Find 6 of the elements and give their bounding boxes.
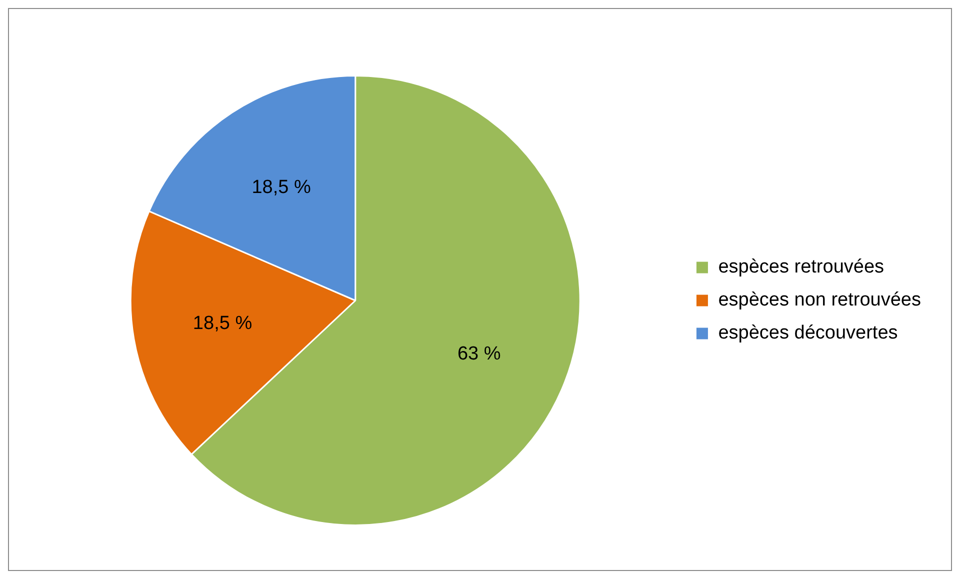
legend-label: espèces non retrouvées [718, 290, 922, 311]
legend-label: espèces découvertes [718, 322, 898, 344]
data-label: 63 % [457, 343, 501, 364]
data-label: 18,5 % [252, 177, 311, 198]
data-label: 18,5 % [192, 312, 252, 334]
legend-label: espèces retrouvées [718, 256, 884, 278]
